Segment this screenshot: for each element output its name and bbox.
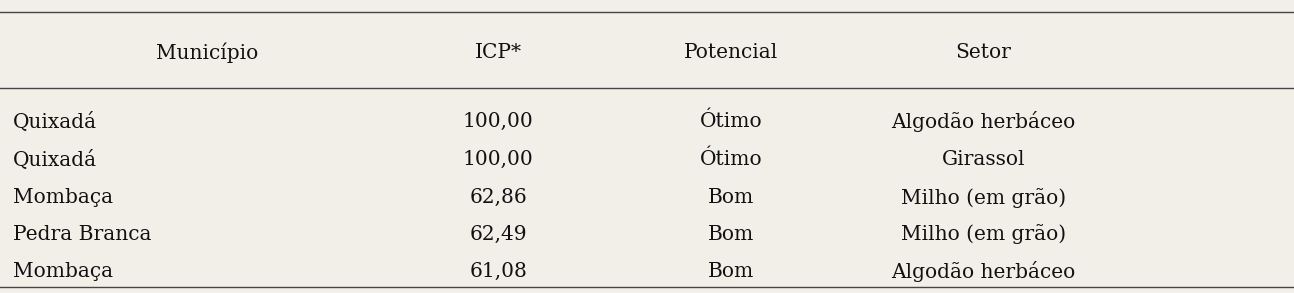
Text: Milho (em grão): Milho (em grão) [901,224,1066,244]
Text: ICP*: ICP* [475,43,521,62]
Text: 100,00: 100,00 [463,112,533,131]
Text: Quixadá: Quixadá [13,112,97,132]
Text: Quixadá: Quixadá [13,150,97,170]
Text: Bom: Bom [708,188,754,207]
Text: Mombaça: Mombaça [13,262,113,280]
Text: Mombaça: Mombaça [13,188,113,207]
Text: Algodão herbáceo: Algodão herbáceo [892,111,1075,132]
Text: Setor: Setor [955,43,1012,62]
Text: 61,08: 61,08 [470,262,527,280]
Text: Algodão herbáceo: Algodão herbáceo [892,260,1075,282]
Text: Girassol: Girassol [942,150,1025,169]
Text: 62,49: 62,49 [470,225,527,244]
Text: Ótimo: Ótimo [700,112,762,131]
Text: Bom: Bom [708,225,754,244]
Text: Bom: Bom [708,262,754,280]
Text: Potencial: Potencial [685,43,778,62]
Text: 62,86: 62,86 [470,188,527,207]
Text: Milho (em grão): Milho (em grão) [901,188,1066,208]
Text: Pedra Branca: Pedra Branca [13,225,151,244]
Text: Ótimo: Ótimo [700,150,762,169]
Text: Município: Município [155,42,259,63]
Text: 100,00: 100,00 [463,150,533,169]
